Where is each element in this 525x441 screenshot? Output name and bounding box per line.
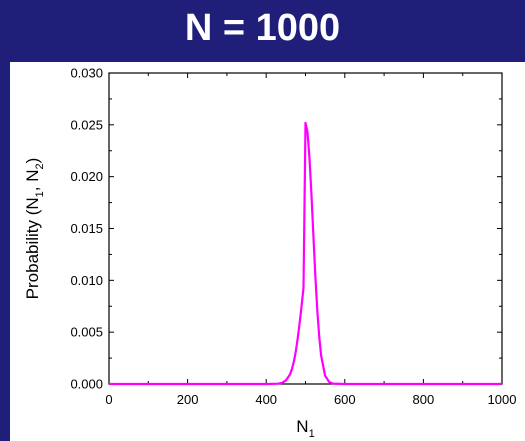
chart-title: N = 1000 xyxy=(0,6,525,50)
x-axis-label: N1 xyxy=(296,417,314,440)
series-line xyxy=(109,123,502,384)
y-tick-label: 0.015 xyxy=(70,221,103,236)
y-tick-label: 0.010 xyxy=(70,273,103,288)
x-tick-label: 800 xyxy=(413,392,435,407)
plot-frame xyxy=(109,73,502,384)
chart-panel: 0 200 400 600 800 1000 0.000 0.005 0.010 0.015 0.0… xyxy=(10,62,525,441)
x-tick-label: 1000 xyxy=(488,392,517,407)
plot-area: 0 200 400 600 800 1000 0.000 0.005 0.010 0.015 0.0… xyxy=(23,66,516,441)
x-tick-label: 0 xyxy=(105,392,112,407)
y-tick-label: 0.030 xyxy=(70,66,103,81)
x-tick-label: 400 xyxy=(255,392,277,407)
chart-svg: 0 200 400 600 800 1000 0.000 0.005 0.010 0.015 0.0… xyxy=(10,62,525,441)
y-tick-label: 0.000 xyxy=(70,377,103,392)
y-tick-label: 0.020 xyxy=(70,169,103,184)
y-axis-label: Probability (N1, N2) xyxy=(23,158,46,300)
y-tick-label: 0.025 xyxy=(70,117,103,132)
x-tick-label: 600 xyxy=(334,392,356,407)
x-tick-label: 200 xyxy=(177,392,199,407)
y-tick-label: 0.005 xyxy=(70,325,103,340)
